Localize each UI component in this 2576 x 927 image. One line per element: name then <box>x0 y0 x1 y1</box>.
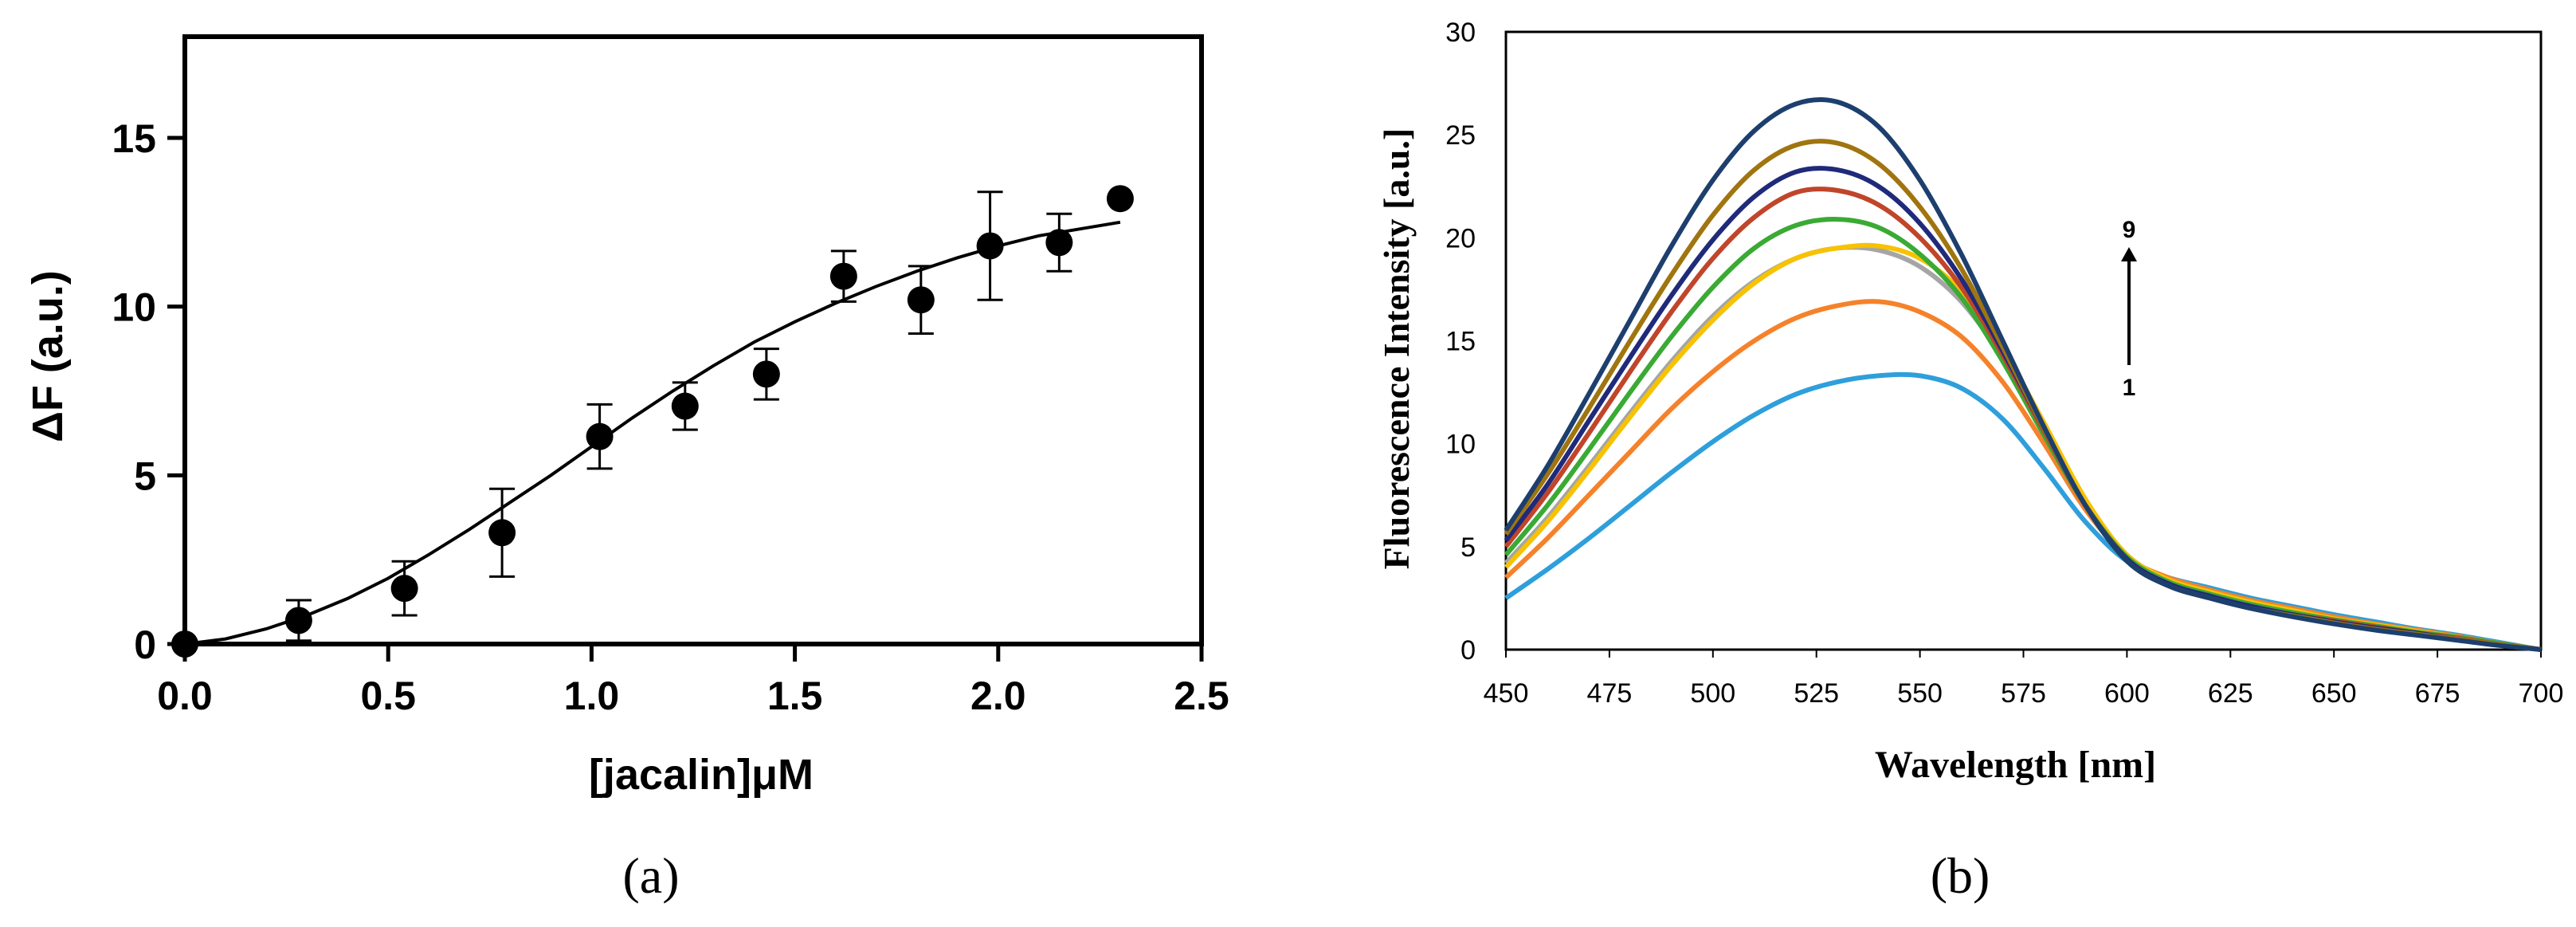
data-point <box>752 360 780 388</box>
data-point <box>976 232 1004 260</box>
y-axis-ticks-a: 0 5 10 15 <box>112 116 185 667</box>
x-axis-label-a: [jacalin]μM <box>589 751 814 799</box>
x-tick-label: 575 <box>2001 678 2046 709</box>
arrow-top-label: 9 <box>2123 217 2136 243</box>
x-axis-label-b: Wavelength [nm] <box>1875 744 2156 786</box>
data-point <box>907 286 935 314</box>
plot-frame-a <box>182 34 1204 646</box>
x-tick-label: 500 <box>1690 678 1735 709</box>
data-point <box>1106 185 1134 213</box>
chart-panel-a: 0.0 0.5 1.0 1.5 2.0 2.5 0 5 10 15 [jacalin]μM ΔF… <box>24 34 1229 904</box>
arrow-head <box>2121 247 2137 261</box>
x-tick-label: 650 <box>2311 678 2357 709</box>
chart-panel-b: 450 475 500 525 550 575 600 625 650 675 700 0 5 10 15… <box>1376 18 2563 904</box>
data-point <box>671 392 699 420</box>
y-tick-label: 5 <box>134 454 156 498</box>
y-tick-label: 25 <box>1445 120 1476 151</box>
y-tick-label: 0 <box>134 623 156 667</box>
x-tick-label: 550 <box>1897 678 1943 709</box>
spectrum-line-5 <box>1504 217 2542 652</box>
y-tick-label: 15 <box>1445 327 1476 357</box>
x-tick-label: 1.5 <box>767 674 823 718</box>
x-tick-label: 625 <box>2208 678 2253 709</box>
data-point <box>488 519 516 547</box>
arrow-bottom-label: 1 <box>2123 375 2136 401</box>
x-tick-label: 675 <box>2415 678 2460 709</box>
x-tick-label: 0.0 <box>157 674 213 718</box>
data-point <box>586 422 614 450</box>
x-tick-label: 475 <box>1587 678 1633 709</box>
increase-arrow: 9 1 <box>2121 217 2137 401</box>
y-tick-label: 15 <box>112 116 156 161</box>
y-axis-ticks-b: 0 5 10 15 20 25 30 <box>1445 18 1476 666</box>
spectrum-line-9 <box>1504 96 2542 652</box>
x-axis-ticks-a: 0.0 0.5 1.0 1.5 2.0 2.5 <box>157 644 1229 718</box>
y-tick-label: 30 <box>1445 18 1476 48</box>
spectra-series <box>1504 96 2542 652</box>
x-tick-label: 700 <box>2519 678 2564 709</box>
data-point <box>390 575 418 603</box>
y-tick-label: 10 <box>112 285 156 330</box>
y-tick-label: 10 <box>1445 430 1476 460</box>
data-point <box>171 630 198 658</box>
y-tick-label: 0 <box>1461 635 1476 666</box>
data-point <box>1045 229 1073 257</box>
x-axis-ticks-b: 450 475 500 525 550 575 600 625 650 675 700 <box>1484 650 2564 709</box>
x-tick-label: 0.5 <box>360 674 416 718</box>
y-axis-label-b: Fluorescence Intensity [a.u.] <box>1376 128 1417 570</box>
spectrum-line-4 <box>1504 242 2542 652</box>
data-point <box>284 607 312 634</box>
panel-label-a: (a) <box>622 847 679 904</box>
y-tick-label: 20 <box>1445 223 1476 253</box>
x-tick-label: 1.0 <box>564 674 620 718</box>
y-tick-label: 5 <box>1461 532 1476 563</box>
data-points-a <box>171 185 1134 658</box>
x-tick-label: 525 <box>1794 678 1839 709</box>
data-point <box>829 262 857 290</box>
x-tick-label: 600 <box>2104 678 2150 709</box>
x-tick-label: 2.5 <box>1174 674 1229 718</box>
y-axis-label-a: ΔF (a.u.) <box>24 270 72 442</box>
x-tick-label: 2.0 <box>970 674 1026 718</box>
fit-curve <box>184 220 1121 646</box>
panel-label-b: (b) <box>1931 847 1990 904</box>
plot-frame-b <box>1504 30 2543 651</box>
x-tick-label: 450 <box>1484 678 1529 709</box>
